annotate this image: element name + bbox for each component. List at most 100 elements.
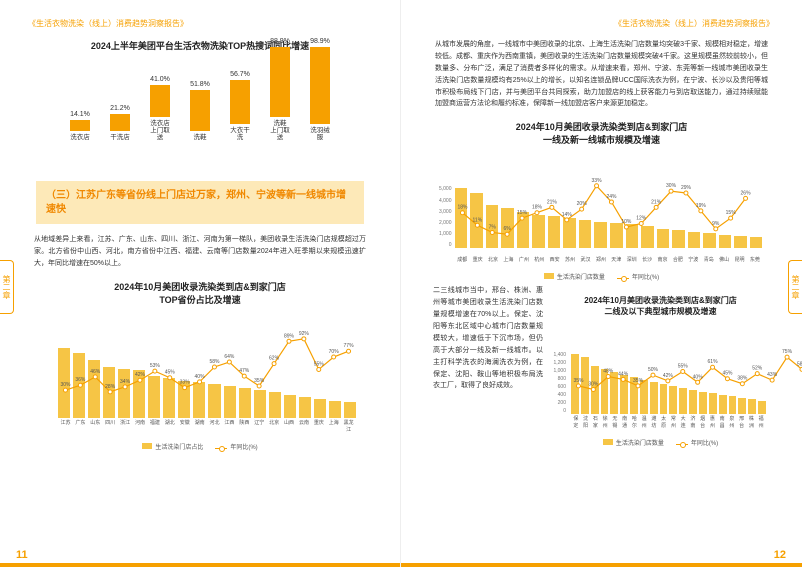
bar: [517, 212, 530, 249]
header-left: 《生活衣物洗染（线上）消费趋势洞察报告》: [28, 18, 372, 29]
legend-bar: 生活洗染门店数量: [603, 438, 664, 447]
svg-text:58%: 58%: [797, 362, 802, 368]
category-label: 惠州: [708, 415, 718, 429]
category-label: 江苏: [58, 419, 73, 433]
category-label: 成都: [455, 256, 470, 263]
svg-text:75%: 75%: [782, 350, 793, 356]
bar: [601, 369, 609, 414]
bar: 98.9%洗羽绒服: [309, 38, 331, 141]
bar: [314, 399, 326, 418]
legend-line: 年同比(%): [617, 272, 659, 281]
bar: [610, 223, 623, 248]
bar: [729, 396, 737, 414]
bar: [626, 224, 639, 248]
bar: [719, 395, 727, 414]
bar: [688, 232, 701, 249]
bar: [703, 233, 716, 249]
bar: [532, 215, 545, 248]
category-label: 北京: [267, 419, 282, 433]
bar: [118, 369, 130, 418]
chart2: 30%36%46%28%34%42%53%45%33%40%58%64%47%3…: [40, 310, 360, 440]
bar: [208, 384, 220, 418]
bar: [679, 388, 687, 414]
bar: [750, 237, 763, 248]
bar: [344, 402, 356, 417]
category-label: 徐州: [600, 415, 610, 429]
category-label: 安徽: [177, 419, 192, 433]
chart3-legend: 生活洗染门店数量 年同比(%): [429, 272, 774, 281]
category-label: 济南: [688, 415, 698, 429]
category-label: 石家: [591, 415, 601, 429]
chart4-legend: 生活洗染门店数量 年同比(%): [551, 438, 770, 447]
category-label: 泉州: [727, 415, 737, 429]
bar: [455, 188, 468, 248]
bar: [738, 398, 746, 414]
svg-text:89%: 89%: [284, 333, 295, 339]
category-label: 河北: [207, 419, 222, 433]
bar: [620, 375, 628, 415]
category-label: 辽宁: [252, 419, 267, 433]
category-label: 深圳: [624, 256, 639, 263]
footer-bar-right: [401, 563, 802, 567]
bar: [178, 381, 190, 418]
category-label: 杭州: [532, 256, 547, 263]
category-label: 南昌: [717, 415, 727, 429]
category-label: 长沙: [639, 256, 654, 263]
chapter-tab-right: 第二章: [788, 260, 802, 314]
category-label: 陕西: [237, 419, 252, 433]
category-label: 东莞: [747, 256, 762, 263]
category-label: 株洲: [747, 415, 757, 429]
chart2-title: 2024年10月美团收录洗染类到店&到家门店 TOP省份占比及增速: [28, 280, 372, 306]
category-label: 福州: [756, 415, 766, 429]
chart1: 14.1%洗衣店21.2%干洗店41.0%洗衣店 上门取送51.8%洗鞋56.7…: [60, 56, 340, 171]
bar: [148, 376, 160, 418]
category-label: 大连: [678, 415, 688, 429]
category-label: 河南: [133, 419, 148, 433]
category-label: 重庆: [311, 419, 326, 433]
category-label: 苏州: [562, 256, 577, 263]
chapter-tab-left: 第二章: [0, 260, 14, 314]
bar: [103, 367, 115, 417]
bar: [284, 395, 296, 418]
page-spread: 《生活衣物洗染（线上）消费趋势洞察报告》 2024上半年美团平台生活衣物洗染TO…: [0, 0, 802, 567]
bar: [254, 390, 266, 417]
bottom-row: 二三线城市当中，邢台、株洲、惠州等城市美团收录生活洗染门店数量规模增速在70%以…: [433, 285, 770, 447]
bar: [58, 348, 70, 418]
chart4: 02004006008001,0001,2001,400 35%30%48%44…: [551, 321, 770, 436]
svg-text:43%: 43%: [767, 372, 778, 378]
bar: [594, 222, 607, 248]
bar: 88.9%洗鞋 上门取送: [269, 38, 291, 141]
category-label: 四川: [103, 419, 118, 433]
page-left: 《生活衣物洗染（线上）消费趋势洞察报告》 2024上半年美团平台生活衣物洗染TO…: [0, 0, 401, 567]
category-label: 湖北: [162, 419, 177, 433]
bar: [709, 393, 717, 414]
page-number-left: 11: [16, 549, 28, 561]
para3: 二三线城市当中，邢台、株洲、惠州等城市美团收录生活洗染门店数量规模增速在70%以…: [433, 285, 543, 447]
category-label: 南通: [620, 415, 630, 429]
bar: [579, 220, 592, 248]
bar: [641, 226, 654, 248]
category-label: 天津: [609, 256, 624, 263]
bar: [734, 236, 747, 249]
bar: [299, 397, 311, 418]
category-label: 武汉: [578, 256, 593, 263]
bar: [88, 360, 100, 417]
chart4-wrap: 2024年10月美团收录洗染类到店&到家门店 二线及以下典型城市规模及增速 02…: [551, 285, 770, 447]
chart4-title: 2024年10月美团收录洗染类到店&到家门店 二线及以下典型城市规模及增速: [551, 295, 770, 317]
section-heading-box: （三）江苏广东等省份线上门店过万家，郑州、宁波等新一线城市增速快: [36, 181, 364, 224]
bar: [269, 392, 281, 417]
bar: [591, 366, 599, 414]
para1: 从地域差异上来看，江苏、广东、山东、四川、浙江、河南为第一梯队，美团收录生活洗染…: [34, 234, 366, 270]
category-label: 广州: [516, 256, 531, 263]
category-label: 浙江: [118, 419, 133, 433]
page-right: 《生活衣物洗染（线上）消费趋势洞察报告》 从城市发展的角度，一线城市中美团收录的…: [401, 0, 802, 567]
bar: [239, 388, 251, 417]
category-label: 福建: [147, 419, 162, 433]
chart2-legend: 生活洗染门店占比 年同比(%): [28, 442, 372, 451]
category-label: 潍坊: [649, 415, 659, 429]
category-label: 江西: [222, 419, 237, 433]
category-label: 北京: [485, 256, 500, 263]
legend-line: 年同比(%): [215, 442, 257, 451]
bar: [672, 230, 685, 248]
bar: [689, 390, 697, 415]
